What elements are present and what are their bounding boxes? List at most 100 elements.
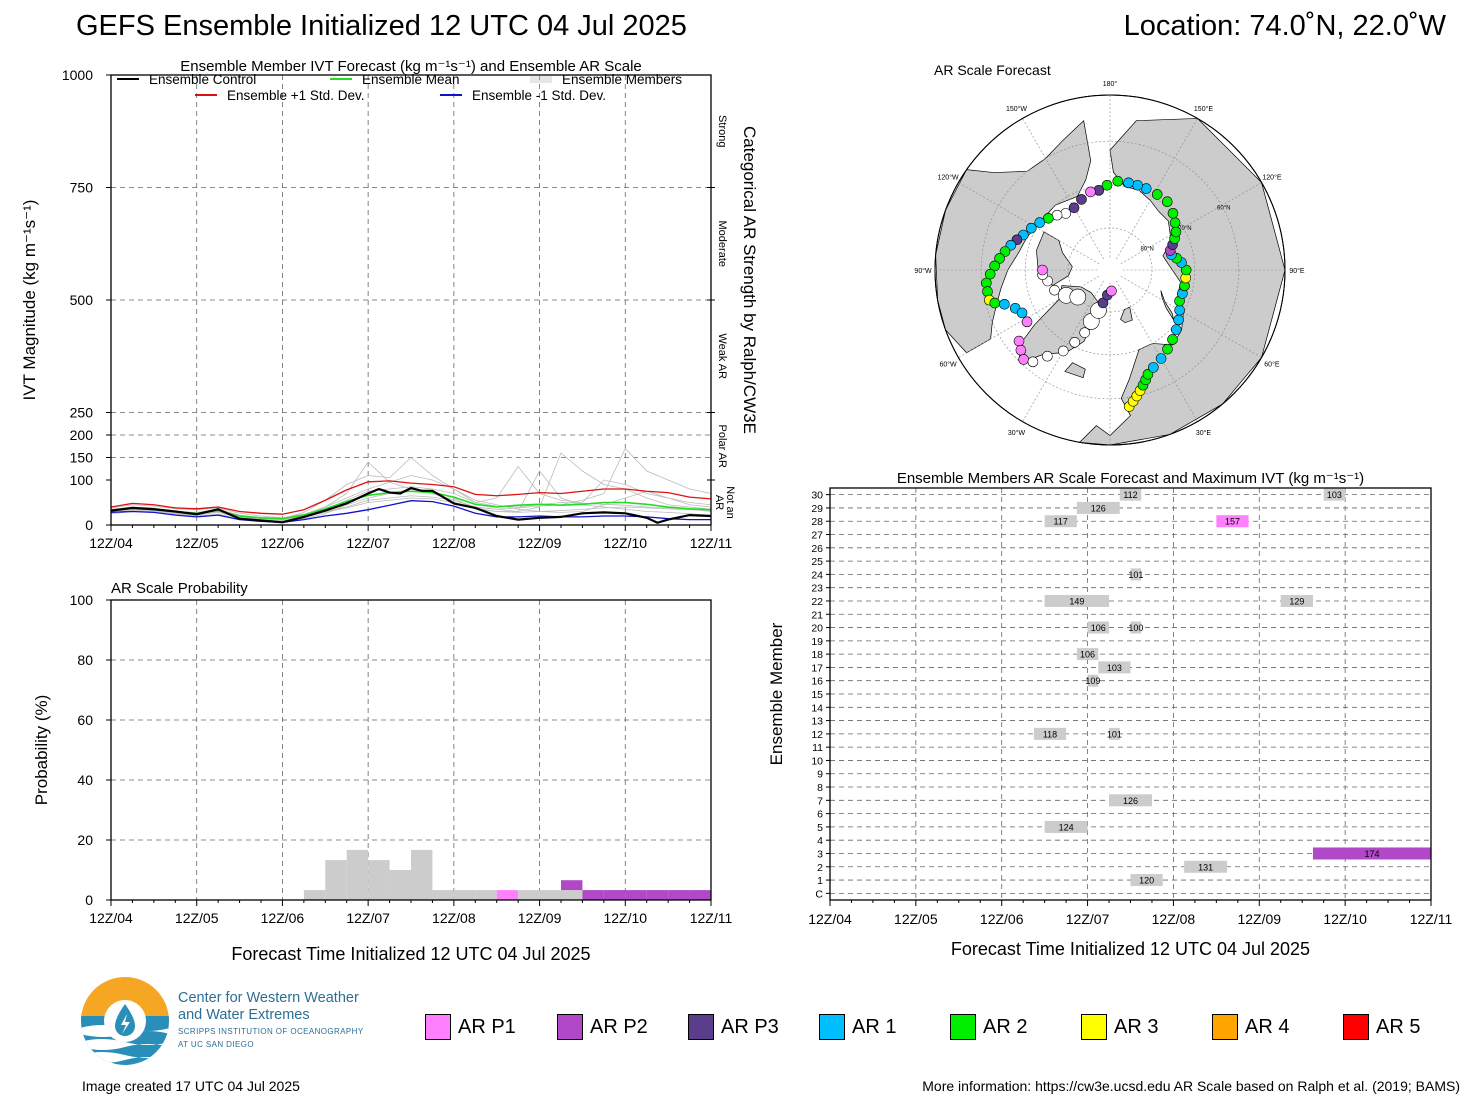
- y-tick-label: 250: [70, 405, 94, 421]
- series-line-ensemble-control: [110, 486, 712, 524]
- ar-scale-point: [1037, 264, 1048, 276]
- member-event-ivt: 109: [1085, 676, 1100, 686]
- probability-bar: [625, 890, 647, 900]
- ar-scale-point: [1049, 284, 1060, 296]
- y-tick-label: 18: [811, 649, 823, 661]
- probability-bar: [603, 890, 626, 900]
- ar-scale-point: [1169, 217, 1181, 229]
- logo-sub-1: SCRIPPS INSTITUTION OF OCEANOGRAPHY: [178, 1027, 364, 1036]
- category-label: AR: [713, 495, 725, 510]
- longitude-label: 150°E: [1194, 105, 1213, 113]
- x-tick-label: 12Z/11: [1410, 911, 1453, 927]
- ar-scale-point: [1085, 186, 1096, 198]
- probability-bar: [389, 870, 411, 900]
- x-tick-label: 12Z/10: [603, 910, 647, 926]
- member-event-ivt: 120: [1139, 876, 1154, 886]
- logo-line-2: and Water Extremes: [178, 1007, 310, 1023]
- ar-scale-point: [984, 268, 996, 280]
- y-tick-label: 25: [811, 556, 823, 568]
- member-event-bar: [1280, 594, 1313, 607]
- longitude-label: 120°W: [938, 174, 959, 182]
- y-axis-label: Ensemble Member: [767, 622, 786, 765]
- chart-title: Ensemble Members AR Scale Forecast and M…: [897, 470, 1364, 487]
- y-tick-label: 16: [811, 676, 823, 688]
- x-tick-label: 12Z/07: [346, 535, 390, 551]
- member-event-bar: [1312, 847, 1431, 860]
- y-tick-label: C: [815, 888, 823, 900]
- legend-label: AR 1: [852, 1015, 897, 1038]
- legend-item-ar-p2: AR P2: [557, 1014, 648, 1040]
- footer-more-info: More information: https://cw3e.ucsd.edu …: [922, 1078, 1460, 1094]
- probability-bar: [518, 890, 540, 900]
- probability-bar: [346, 849, 369, 900]
- x-tick-label: 12Z/08: [432, 535, 476, 551]
- y-tick-label: 4: [817, 835, 823, 847]
- x-tick-label: 12Z/10: [603, 535, 647, 551]
- y-tick-label: 15: [811, 689, 823, 701]
- ar-scale-point: [1021, 316, 1033, 328]
- ar-scale-point: [999, 299, 1010, 310]
- meridian-line: [1116, 118, 1198, 260]
- legend-item-ar-4: AR 4: [1212, 1014, 1289, 1040]
- y-tick-label: 19: [811, 636, 823, 648]
- probability-bar: [646, 890, 669, 900]
- map-frame: [934, 94, 1286, 446]
- y-tick-label: 24: [811, 569, 823, 581]
- x-tick-label: 12Z/06: [980, 911, 1024, 927]
- legend-swatch: [819, 1014, 845, 1040]
- probability-bar: [561, 880, 583, 891]
- y-tick-label: 8: [817, 782, 823, 794]
- ar-scale-map: AR Scale Forecast 180° 150°E 120°E 90°E 60°E 3…: [914, 62, 1305, 455]
- legend-swatch: [950, 1014, 976, 1040]
- ar-scale-point: [1026, 222, 1037, 234]
- member-event-bar: [1087, 674, 1099, 687]
- y-tick-label: 150: [70, 450, 94, 466]
- legend-label: Ensemble Mean: [362, 72, 460, 87]
- ar-scale-point: [1148, 362, 1159, 373]
- member-event-bar: [1087, 621, 1110, 634]
- probability-bar: [496, 890, 519, 900]
- ar-scale-point: [1068, 202, 1080, 214]
- x-tick-label: 12Z/09: [1237, 911, 1281, 927]
- legend-swatch: [425, 1014, 451, 1040]
- legend-item-ar-3: AR 3: [1081, 1014, 1158, 1040]
- probability-bar: [475, 890, 497, 900]
- legend-label: AR 2: [983, 1015, 1028, 1038]
- ar-scale-point: [1151, 189, 1163, 200]
- member-event-ivt: 112: [1123, 490, 1137, 500]
- meridian-line: [1022, 118, 1104, 260]
- member-event-bar: [1076, 501, 1120, 514]
- longitude-label: 90°W: [914, 267, 932, 275]
- y-tick-label: 500: [70, 292, 94, 308]
- meridian-line: [958, 182, 1100, 264]
- x-tick-label: 12Z/06: [261, 535, 305, 551]
- y-tick-label: 26: [811, 543, 823, 555]
- longitude-label: 0°: [1107, 454, 1114, 455]
- probability-bar: [411, 849, 433, 900]
- longitude-label: 30°W: [1008, 429, 1026, 437]
- legend-label: Ensemble Control: [149, 72, 256, 87]
- legend-swatch: [1212, 1014, 1238, 1040]
- member-event-ivt: 117: [1054, 517, 1068, 527]
- ar-scale-point: [1079, 327, 1090, 338]
- y-tick-label: 12: [811, 729, 823, 741]
- ar-scale-point: [1013, 335, 1025, 347]
- ar-scale-point: [1015, 344, 1027, 356]
- y-tick-label: 14: [811, 702, 823, 714]
- y-tick-label: 1: [817, 875, 823, 887]
- legend-label: Ensemble Members: [562, 72, 682, 87]
- ar-scale-point: [1101, 179, 1113, 191]
- member-event-ivt: 124: [1059, 822, 1074, 832]
- member-event-bar: [1044, 515, 1077, 528]
- category-label: Not an: [724, 486, 736, 518]
- member-event-ivt: 103: [1107, 663, 1122, 673]
- member-event-ivt: 106: [1091, 623, 1106, 633]
- location-label: Location: 74.0˚N, 22.0˚W: [1123, 10, 1446, 42]
- member-event-ivt: 103: [1327, 490, 1342, 500]
- ar-scale-point: [989, 297, 1001, 309]
- ar-scale-point: [989, 260, 1000, 272]
- y-tick-label: 80: [77, 652, 93, 668]
- y-tick-label: 0: [85, 892, 93, 908]
- x-tick-label: 12Z/08: [432, 910, 476, 926]
- page-title: GEFS Ensemble Initialized 12 UTC 04 Jul …: [76, 10, 687, 42]
